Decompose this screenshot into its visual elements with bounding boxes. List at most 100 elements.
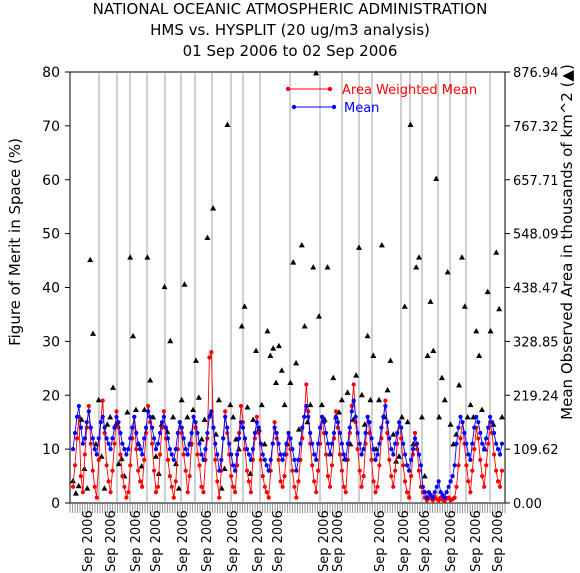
area-marker — [215, 396, 222, 403]
mean-point — [353, 414, 358, 419]
mean-point — [272, 425, 277, 430]
mean-point — [215, 452, 220, 457]
awm-point — [371, 479, 376, 484]
area-marker — [473, 327, 480, 334]
mean-point — [270, 441, 275, 446]
awm-point — [231, 484, 236, 489]
awm-point — [128, 463, 133, 468]
mean-point — [108, 447, 113, 452]
mean-point — [403, 452, 408, 457]
area-marker — [476, 352, 483, 358]
awm-point — [494, 468, 499, 473]
area-marker — [75, 482, 82, 489]
mean-point — [284, 441, 289, 446]
mean-point — [161, 414, 166, 419]
mean-point — [367, 420, 372, 425]
area-marker — [278, 367, 285, 373]
legend-area-weighted-mean: Area Weighted Mean — [342, 83, 477, 98]
awm-point — [254, 414, 259, 419]
awm-point — [213, 457, 218, 462]
mean-point — [264, 463, 269, 468]
awm-point — [290, 468, 295, 473]
mean-point — [250, 447, 255, 452]
awm-point — [329, 463, 335, 468]
area-marker — [181, 281, 188, 287]
awm-point — [120, 474, 125, 479]
mean-point — [454, 441, 459, 446]
mean-point — [126, 447, 131, 452]
awm-point — [94, 495, 99, 500]
area-marker — [138, 463, 145, 469]
mean-point — [359, 452, 364, 457]
awm-point — [375, 484, 380, 489]
mean-point — [171, 457, 176, 462]
mean-point — [288, 436, 293, 441]
awm-point — [217, 495, 222, 500]
awm-point — [355, 447, 360, 452]
awm-point — [266, 495, 271, 500]
mean-point — [300, 425, 305, 430]
area-marker — [192, 357, 199, 363]
x-tick-label: Sep 2006 — [469, 510, 484, 572]
mean-point — [442, 495, 447, 500]
area-marker — [493, 249, 500, 255]
area-marker — [458, 254, 465, 260]
awm-point — [185, 490, 190, 495]
awm-point — [233, 490, 238, 495]
mean-point — [163, 425, 168, 430]
area-marker — [230, 413, 237, 420]
awm-point — [377, 463, 382, 468]
mean-point — [377, 441, 382, 446]
mean-point — [229, 452, 234, 457]
mean-point — [114, 414, 119, 419]
area-marker — [275, 342, 282, 349]
mean-point — [258, 441, 263, 446]
awm-point — [486, 441, 491, 446]
mean-point — [72, 430, 78, 436]
mean-point — [292, 457, 297, 462]
awm-point — [466, 479, 471, 484]
mean-point — [486, 425, 491, 430]
x-tick-label: Sep 2006 — [104, 510, 119, 572]
mean-point — [464, 441, 469, 446]
mean-point — [383, 403, 388, 409]
mean-point — [223, 414, 228, 419]
mean-point — [294, 468, 299, 473]
mean-point — [422, 490, 427, 495]
mean-point — [331, 430, 337, 436]
area-marker — [84, 485, 91, 491]
mean-point — [240, 425, 246, 430]
y2-tick-label: 438.47 — [513, 282, 559, 297]
mean-point — [418, 463, 423, 468]
awm-point — [215, 479, 220, 484]
area-marker — [315, 313, 322, 319]
awm-point — [495, 479, 501, 484]
mean-point — [252, 430, 257, 436]
mean-point — [495, 447, 501, 452]
y-tick-label: 70 — [42, 119, 60, 135]
y-tick-label: 20 — [42, 388, 60, 404]
legend: Area Weighted Mean Mean — [285, 83, 477, 116]
mean-point — [254, 420, 259, 425]
mean-point — [389, 447, 394, 452]
area-marker — [115, 460, 122, 467]
y2-tick-label: 109.62 — [513, 443, 559, 458]
area-marker — [450, 441, 457, 447]
awm-point — [341, 484, 346, 489]
awm-point — [104, 463, 109, 468]
area-marker — [224, 121, 231, 127]
area-marker — [132, 406, 139, 413]
area-marker — [107, 413, 114, 420]
mean-point — [104, 436, 109, 441]
mean-point — [191, 414, 196, 419]
area-marker — [172, 460, 179, 467]
legend-mean: Mean — [344, 101, 379, 116]
awm-point — [476, 436, 481, 441]
area-marker — [190, 406, 197, 413]
area-marker — [344, 389, 351, 395]
y2-tick-label: 328.85 — [513, 335, 559, 350]
y-tick-label: 40 — [42, 281, 60, 297]
awm-point — [155, 484, 161, 489]
mean-point — [82, 436, 87, 441]
y2-axis-label: Mean Observed Area in thousands of km^2 … — [558, 64, 576, 420]
